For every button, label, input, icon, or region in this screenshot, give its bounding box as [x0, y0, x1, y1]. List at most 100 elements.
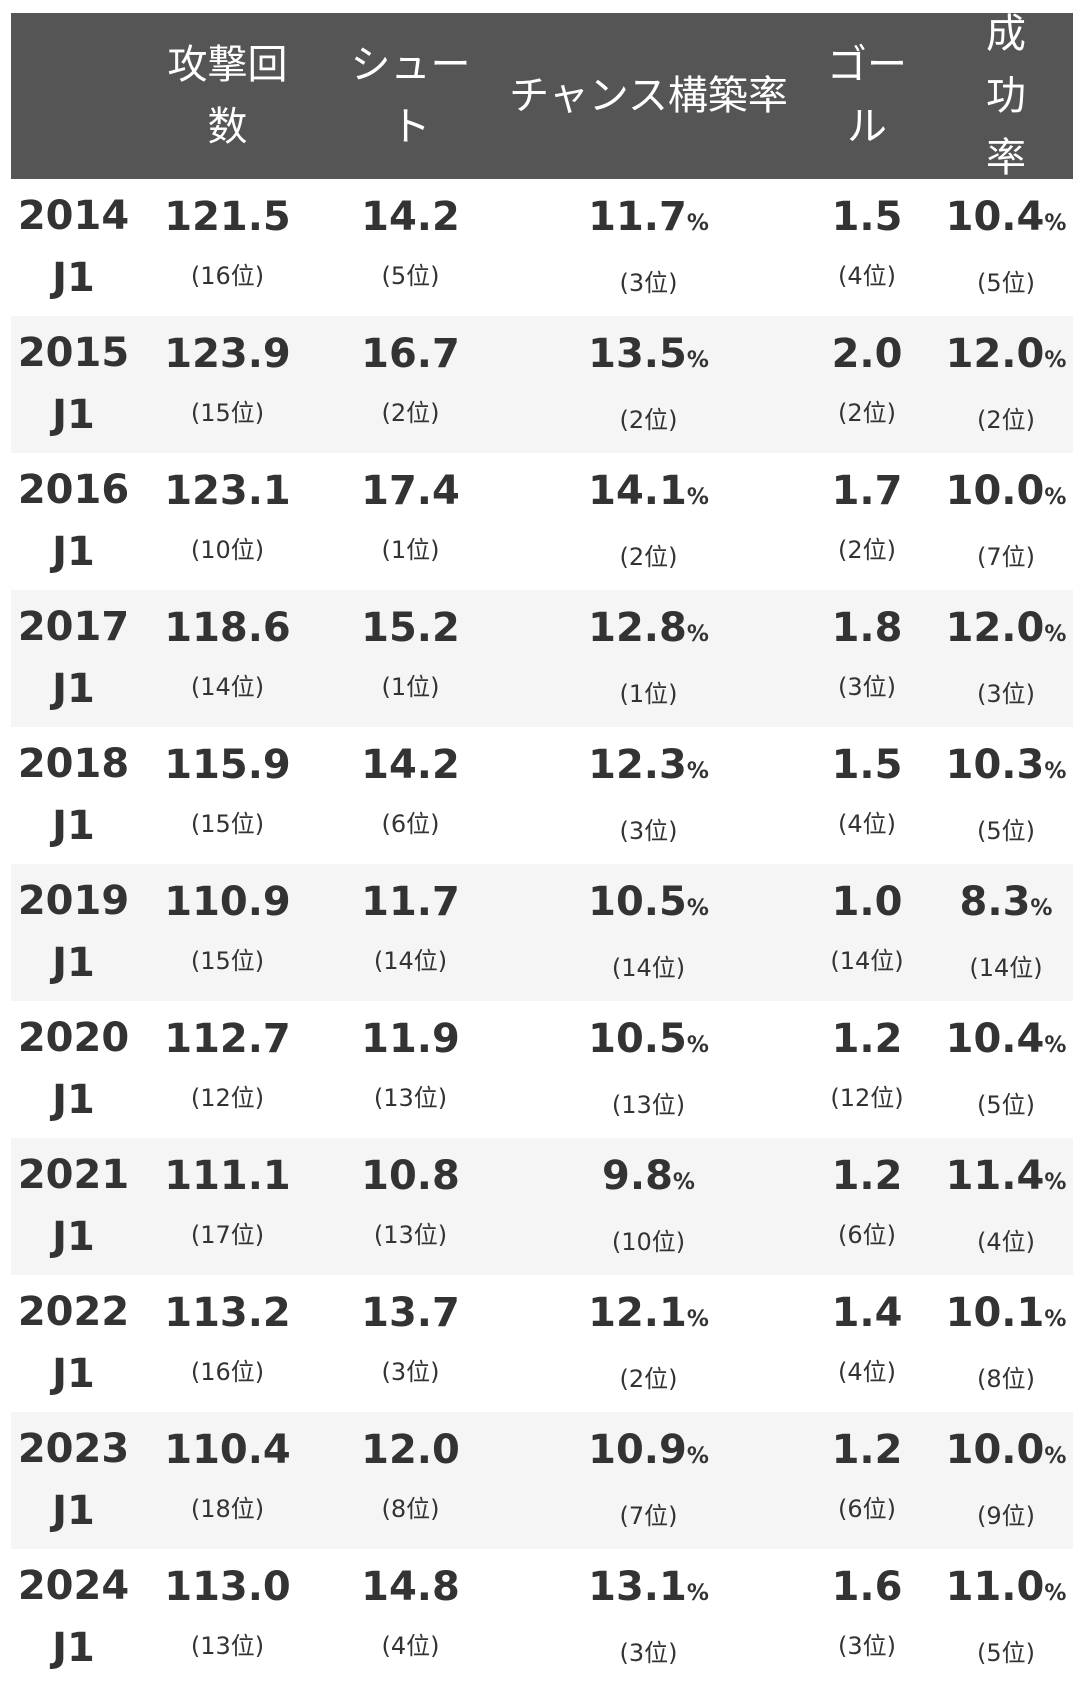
season-cell: 2017 J1 [11, 590, 136, 720]
success-rate-cell: 10.0% (7位) [939, 453, 1073, 572]
shots-rank: (1位) [381, 536, 440, 564]
chance-rate-rank: (3位) [619, 817, 678, 845]
success-rate-cell: 8.3% (14位) [939, 864, 1073, 983]
table-row: 2020 J1 112.7 (12位) 11.9 (13位) 10.5% (13位) 1.2 (1… [11, 1001, 1073, 1138]
goals-value: 2.0 [831, 331, 903, 377]
attacks-value: 110.9 [164, 879, 291, 925]
season-cell: 2024 J1 [11, 1549, 136, 1679]
table-row: 2019 J1 110.9 (15位) 11.7 (14位) 10.5% (14位) 1.0 (1… [11, 864, 1073, 1001]
chance-rate-rank: (1位) [619, 680, 678, 708]
header-chance-rate: チャンス構築率 [509, 73, 788, 119]
shots-rank: (1位) [381, 673, 440, 701]
shots-rank: (5位) [381, 262, 440, 290]
goals-rank: (6位) [838, 1221, 896, 1249]
attacks-rank: (15位) [190, 399, 265, 427]
year-label: 2014 [17, 193, 130, 239]
attacks-value: 123.9 [164, 331, 291, 377]
percent-sign: % [1044, 485, 1067, 510]
percent-sign: % [686, 759, 709, 784]
attacks-value: 110.4 [164, 1427, 291, 1473]
percent-sign: % [1044, 622, 1067, 647]
success-rate-value: 11.4 [945, 1153, 1045, 1199]
shots-value: 13.7 [361, 1290, 460, 1336]
chance-rate-value: 11.7 [588, 194, 687, 240]
league-label: J1 [52, 392, 95, 438]
success-rate-value: 10.1 [945, 1290, 1045, 1336]
attacks-cell: 115.9 (15位) [136, 727, 319, 839]
success-rate-rank: (5位) [977, 1639, 1035, 1667]
percent-sign: % [672, 1170, 695, 1195]
success-rate-value: 12.0 [945, 605, 1045, 651]
year-label: 2016 [17, 467, 130, 513]
percent-sign: % [686, 1444, 709, 1469]
goals-rank: (3位) [838, 1632, 896, 1660]
season-cell: 2021 J1 [11, 1138, 136, 1268]
success-rate-rank: (8位) [977, 1365, 1035, 1393]
goals-cell: 2.0 (2位) [795, 316, 939, 428]
success-rate-cell: 10.1% (8位) [939, 1275, 1073, 1394]
shots-rank: (13位) [373, 1221, 448, 1249]
attacks-rank: (15位) [190, 810, 265, 838]
attacks-cell: 112.7 (12位) [136, 1001, 319, 1113]
success-rate-value: 10.3 [945, 742, 1045, 788]
success-rate-value: 8.3 [959, 879, 1031, 925]
header-shots: シュート [350, 42, 471, 150]
shots-cell: 16.7 (2位) [319, 316, 502, 428]
goals-rank: (4位) [838, 810, 896, 838]
table-header: 攻撃回数 シュート チャンス構築率 ゴール 成功率 [11, 11, 1073, 181]
goals-value: 1.4 [831, 1290, 903, 1336]
table-row: 2021 J1 111.1 (17位) 10.8 (13位) 9.8% (10位) 1.2 (6位… [11, 1138, 1073, 1275]
goals-cell: 1.6 (3位) [795, 1549, 939, 1661]
year-label: 2020 [17, 1015, 130, 1061]
shots-rank: (14位) [373, 947, 448, 975]
attacks-rank: (14位) [190, 673, 265, 701]
shots-cell: 11.7 (14位) [319, 864, 502, 976]
percent-sign: % [686, 896, 709, 921]
year-label: 2015 [17, 330, 130, 376]
chance-rate-cell: 10.5% (14位) [502, 864, 795, 983]
attacks-cell: 110.4 (18位) [136, 1412, 319, 1524]
goals-value: 1.7 [831, 468, 903, 514]
success-rate-value: 10.4 [945, 194, 1045, 240]
percent-sign: % [686, 1581, 709, 1606]
goals-value: 1.5 [831, 742, 903, 788]
shots-value: 10.8 [361, 1153, 460, 1199]
chance-rate-value: 9.8 [602, 1153, 673, 1199]
success-rate-cell: 10.0% (9位) [939, 1412, 1073, 1531]
chance-rate-rank: (3位) [619, 1639, 678, 1667]
shots-value: 17.4 [361, 468, 460, 514]
percent-sign: % [1044, 1170, 1067, 1195]
percent-sign: % [686, 485, 709, 510]
goals-rank: (2位) [838, 536, 896, 564]
league-label: J1 [52, 666, 95, 712]
percent-sign: % [1044, 1033, 1067, 1058]
year-label: 2022 [17, 1289, 130, 1335]
attacks-value: 113.2 [164, 1290, 291, 1336]
table-row: 2017 J1 118.6 (14位) 15.2 (1位) 12.8% (1位) 1.8 (3位)… [11, 590, 1073, 727]
year-label: 2019 [17, 878, 130, 924]
table-row: 2022 J1 113.2 (16位) 13.7 (3位) 12.1% (2位) 1.4 (4位)… [11, 1275, 1073, 1412]
header-attacks: 攻撃回数 [167, 42, 288, 150]
season-cell: 2016 J1 [11, 453, 136, 583]
chance-rate-rank: (13位) [611, 1091, 686, 1119]
chance-rate-rank: (2位) [619, 406, 678, 434]
header-success-rate: 成功率 [986, 11, 1026, 181]
success-rate-value: 12.0 [945, 331, 1045, 377]
goals-rank: (2位) [838, 399, 896, 427]
chance-rate-value: 10.5 [588, 1016, 687, 1062]
success-rate-rank: (5位) [977, 1091, 1035, 1119]
table-row: 2016 J1 123.1 (10位) 17.4 (1位) 14.1% (2位) 1.7 (2位)… [11, 453, 1073, 590]
chance-rate-value: 13.5 [588, 331, 687, 377]
success-rate-rank: (14位) [969, 954, 1043, 982]
success-rate-rank: (2位) [977, 406, 1035, 434]
header-goals: ゴール [827, 42, 907, 150]
table-row: 2023 J1 110.4 (18位) 12.0 (8位) 10.9% (7位) 1.2 (6位)… [11, 1412, 1073, 1549]
attacks-rank: (18位) [190, 1495, 265, 1523]
goals-value: 1.2 [831, 1153, 903, 1199]
attacks-rank: (12位) [190, 1084, 265, 1112]
chance-rate-value: 12.8 [588, 605, 687, 651]
shots-value: 14.2 [361, 742, 460, 788]
table-row: 2024 J1 113.0 (13位) 14.8 (4位) 13.1% (3位) 1.6 (3位)… [11, 1549, 1073, 1686]
goals-rank: (14位) [830, 947, 904, 975]
goals-value: 1.5 [831, 194, 903, 240]
